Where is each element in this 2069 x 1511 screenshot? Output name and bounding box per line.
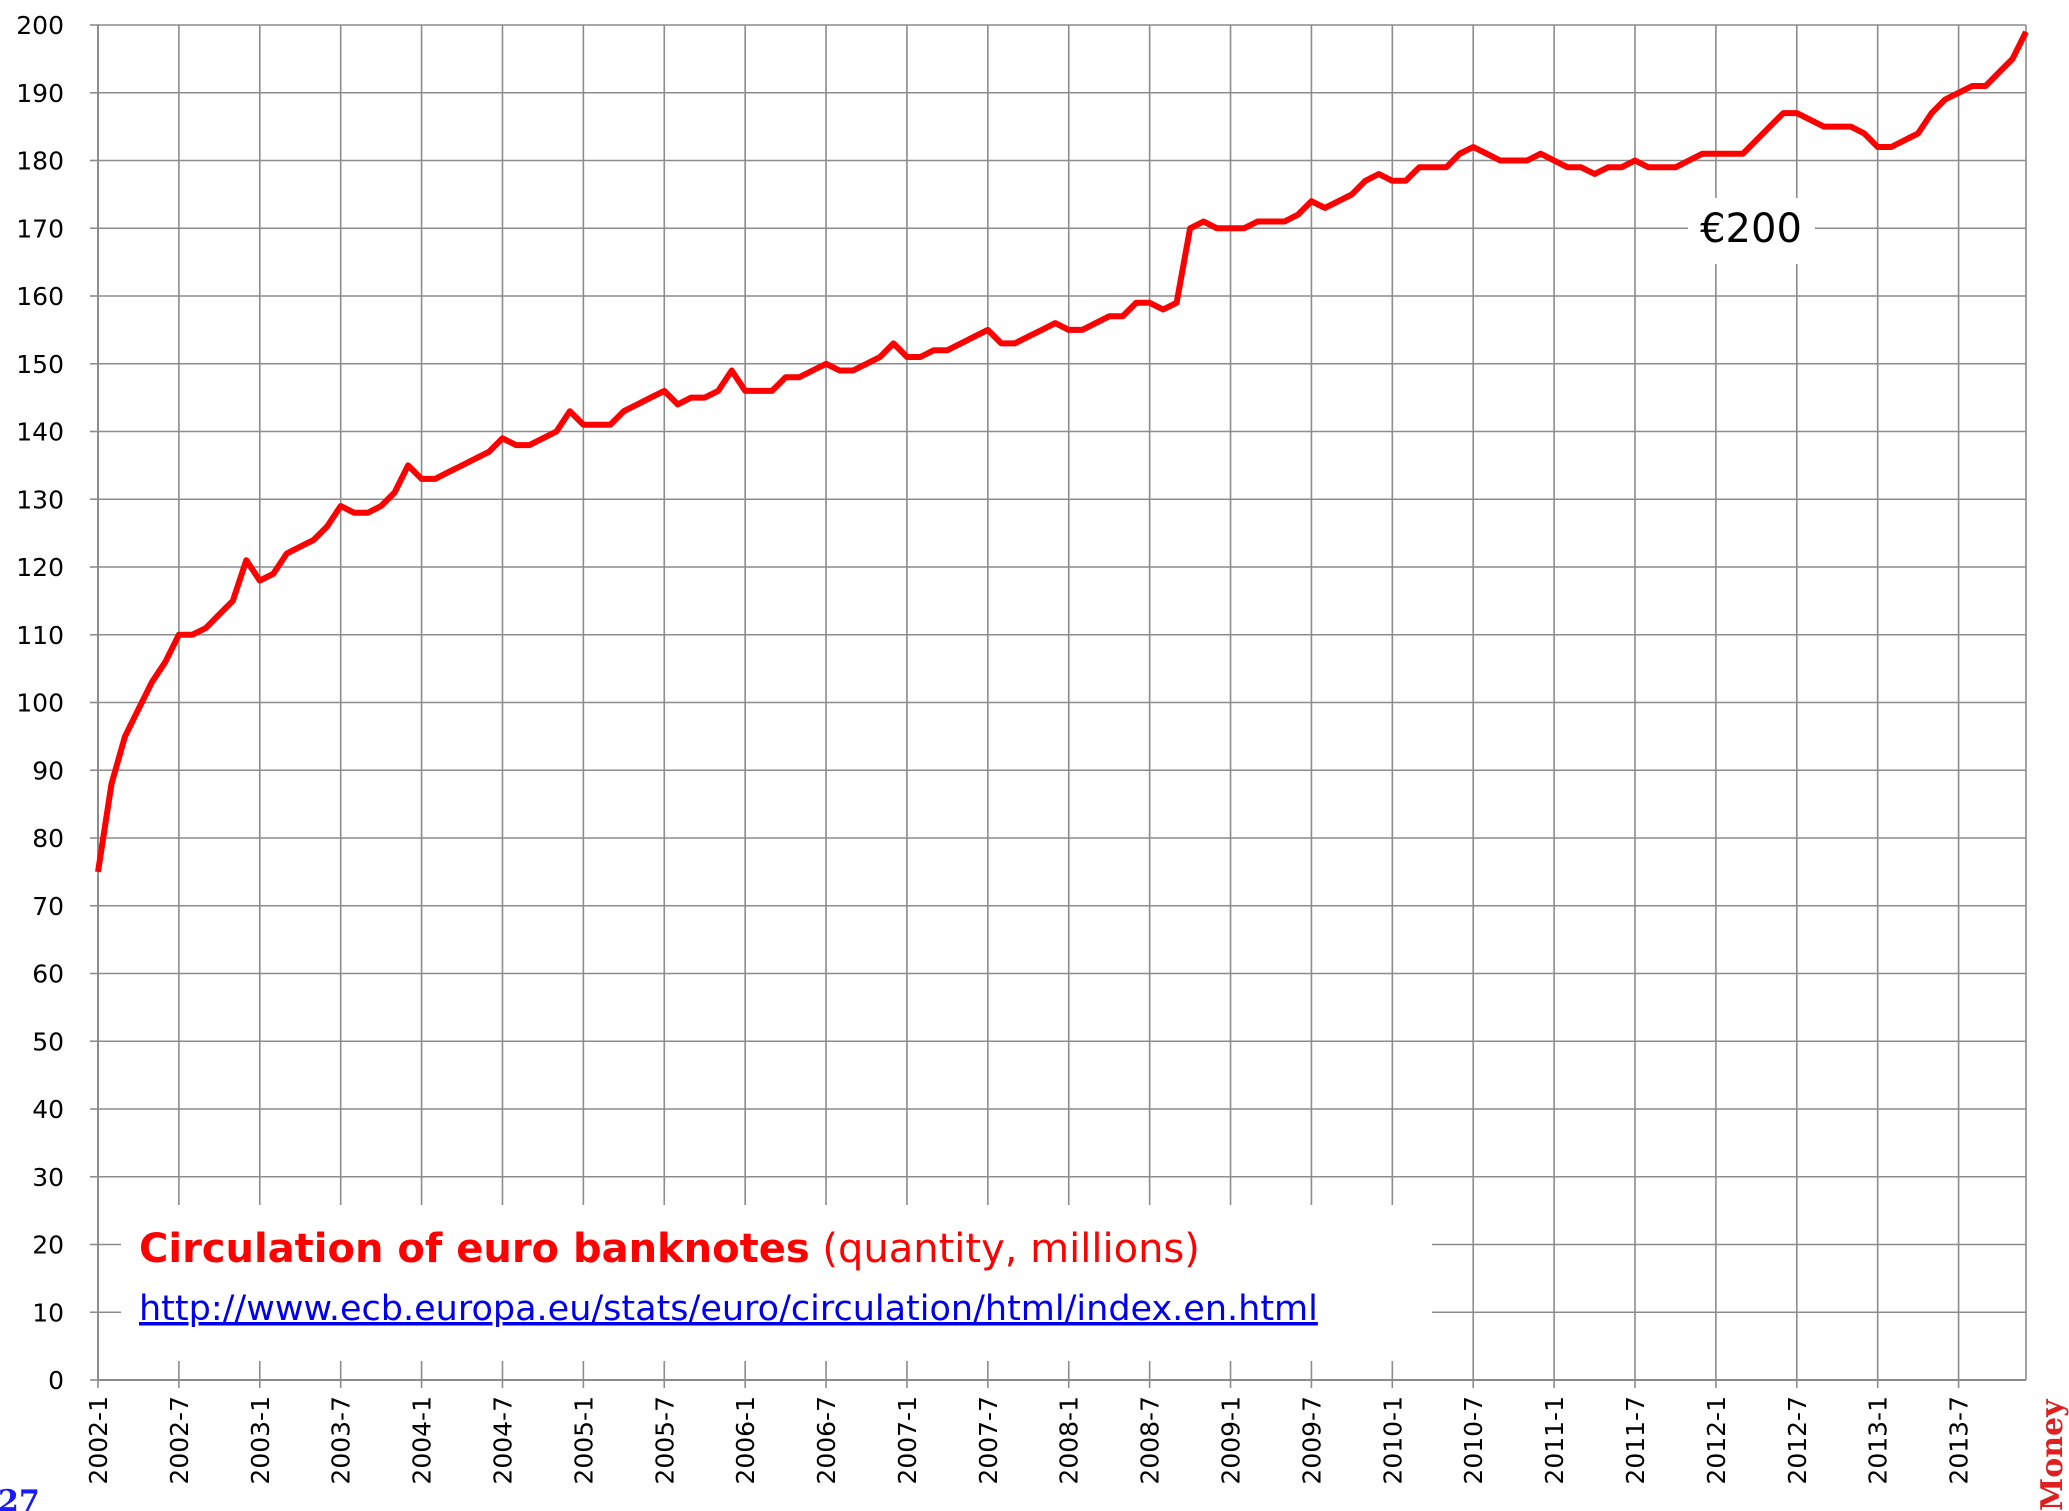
x-tick-label: 2005-7 — [650, 1396, 679, 1485]
x-tick-label: 2007-1 — [893, 1396, 922, 1485]
caption-title: Circulation of euro banknotes (quantity,… — [139, 1226, 1200, 1272]
annotation-box — [1688, 198, 1815, 264]
y-tick-label: 150 — [16, 350, 64, 379]
x-tick-label: 2008-7 — [1136, 1396, 1165, 1485]
x-tick-label: 2011-1 — [1540, 1396, 1569, 1485]
y-tick-label: 110 — [16, 621, 64, 650]
side-label: Money — [2035, 1398, 2069, 1511]
grid: 0 10 20 30 40 50 60 70 80 90 100 110 120 130 140 150 160… — [16, 11, 2027, 1485]
x-tick-label: 2002-7 — [165, 1396, 194, 1485]
x-tick-label: 2008-1 — [1055, 1396, 1084, 1485]
y-tick-label: 60 — [32, 960, 64, 989]
y-tick-label: 0 — [48, 1366, 64, 1395]
y-tick-label: 130 — [16, 485, 64, 514]
x-tick-label: 2010-1 — [1378, 1396, 1407, 1485]
source-link[interactable]: http://www.ecb.europa.eu/stats/euro/circ… — [139, 1289, 1318, 1329]
x-tick-label: 2010-7 — [1459, 1396, 1488, 1485]
y-tick-label: 70 — [32, 892, 64, 921]
x-tick-label: 2011-7 — [1621, 1396, 1650, 1485]
y-tick-label: 50 — [32, 1027, 64, 1056]
y-tick-label: 30 — [32, 1163, 64, 1192]
y-tick-label: 200 — [16, 11, 64, 40]
y-tick-label: 160 — [16, 282, 64, 311]
y-tick-label: 20 — [32, 1231, 64, 1260]
y-tick-label: 80 — [32, 824, 64, 853]
x-tick-label: 2004-7 — [488, 1396, 517, 1485]
y-tick-label: 10 — [32, 1298, 64, 1327]
x-tick-label: 2012-7 — [1783, 1396, 1812, 1485]
series-line — [95, 30, 2029, 873]
x-tick-label: 2013-1 — [1864, 1396, 1893, 1485]
x-tick-label: 2007-7 — [974, 1396, 1003, 1485]
y-tick-label: 100 — [16, 689, 64, 718]
x-tick-label: 2005-1 — [569, 1396, 598, 1485]
y-tick-label: 90 — [32, 756, 64, 785]
marks — [95, 30, 2029, 873]
y-tick-label: 170 — [16, 214, 64, 243]
y-tick-label: 120 — [16, 553, 64, 582]
x-tick-label: 2013-7 — [1945, 1396, 1974, 1485]
chart-subtitle: (quantity, millions) — [822, 1226, 1199, 1272]
y-tick-label: 180 — [16, 147, 64, 176]
x-tick-label: 2006-7 — [812, 1396, 841, 1485]
x-tick-label: 2006-1 — [731, 1396, 760, 1485]
page-number: 27 — [0, 1484, 40, 1511]
y-tick-label: 190 — [16, 79, 64, 108]
caption-box — [121, 1205, 1432, 1361]
x-tick-label: 2012-1 — [1702, 1396, 1731, 1485]
x-tick-label: 2009-7 — [1297, 1396, 1326, 1485]
x-tick-label: 2002-1 — [84, 1396, 113, 1485]
x-tick-label: 2009-1 — [1217, 1396, 1246, 1485]
x-tick-label: 2004-1 — [408, 1396, 437, 1485]
annotation: €200 — [1700, 206, 1802, 252]
y-tick-label: 140 — [16, 418, 64, 447]
x-tick-label: 2003-1 — [246, 1396, 275, 1485]
y-tick-label: 40 — [32, 1095, 64, 1124]
x-tick-label: 2003-7 — [327, 1396, 356, 1485]
chart-title: Circulation of euro banknotes — [139, 1226, 810, 1272]
